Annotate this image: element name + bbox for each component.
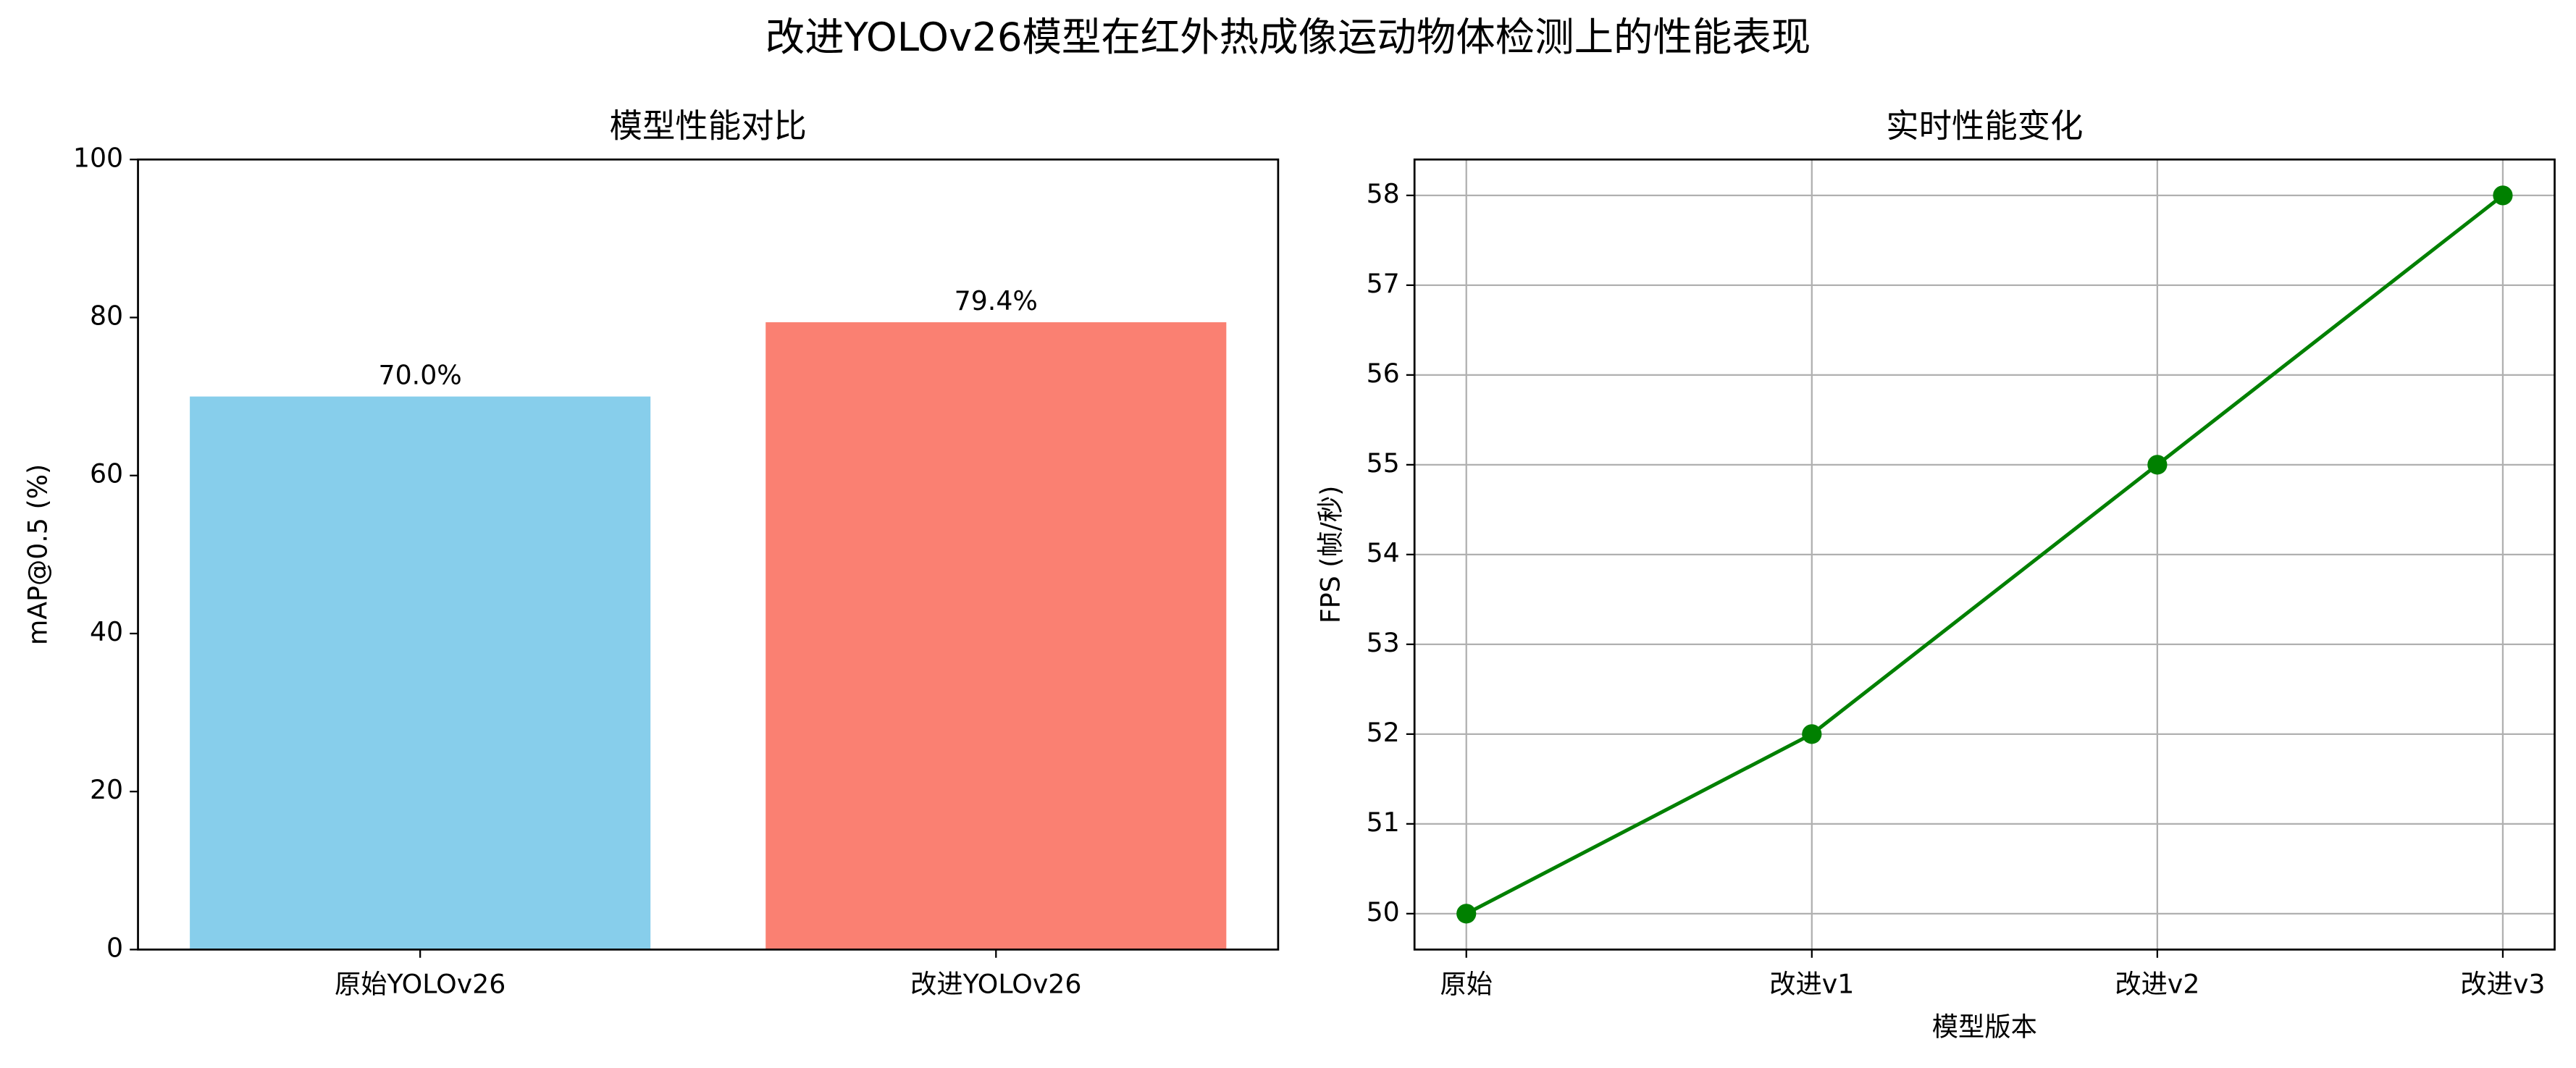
x-tick-label: 原始 [1440,968,1493,999]
x-axis-label: 模型版本 [1932,1011,2037,1042]
y-tick-label: 58 [1367,178,1400,209]
bar [765,322,1227,950]
y-tick-label: 55 [1367,447,1400,479]
y-tick-label: 53 [1367,627,1400,658]
y-axis-label: mAP@0.5 (%) [22,464,53,645]
y-tick-label: 60 [90,458,123,489]
marker [1456,904,1477,924]
marker [2147,455,2168,475]
chart-title: 实时性能变化 [1886,107,2083,146]
x-tick-label: 改进v3 [2460,968,2545,999]
x-tick-label: 改进YOLOv26 [910,968,1081,999]
marker [2493,185,2513,206]
x-tick-label: 原始YOLOv26 [335,968,505,999]
marker [1802,724,1822,744]
bar [190,396,651,950]
y-tick-label: 0 [106,932,123,963]
figure-title: 改进YOLOv26模型在红外热成像运动物体检测上的性能表现 [765,14,1811,60]
y-tick-label: 51 [1367,807,1400,838]
y-tick-label: 54 [1367,537,1400,568]
y-tick-label: 50 [1367,896,1400,928]
y-tick-label: 80 [90,300,123,332]
y-tick-label: 52 [1367,717,1400,748]
value-label: 79.4% [955,285,1038,316]
y-tick-label: 57 [1367,268,1400,299]
axes-frame [1413,158,2556,951]
y-tick-label: 40 [90,616,123,647]
value-label: 70.0% [379,359,462,390]
y-tick-label: 56 [1367,358,1400,389]
y-axis-label: FPS (帧/秒) [1315,486,1346,623]
x-tick-label: 改进v1 [1769,968,1854,999]
chart-title: 模型性能对比 [610,107,807,146]
y-tick-label: 20 [90,774,123,805]
line [1465,193,2504,916]
y-tick-label: 100 [73,142,123,173]
x-tick-label: 改进v2 [2115,968,2199,999]
axes-frame [137,158,1280,951]
